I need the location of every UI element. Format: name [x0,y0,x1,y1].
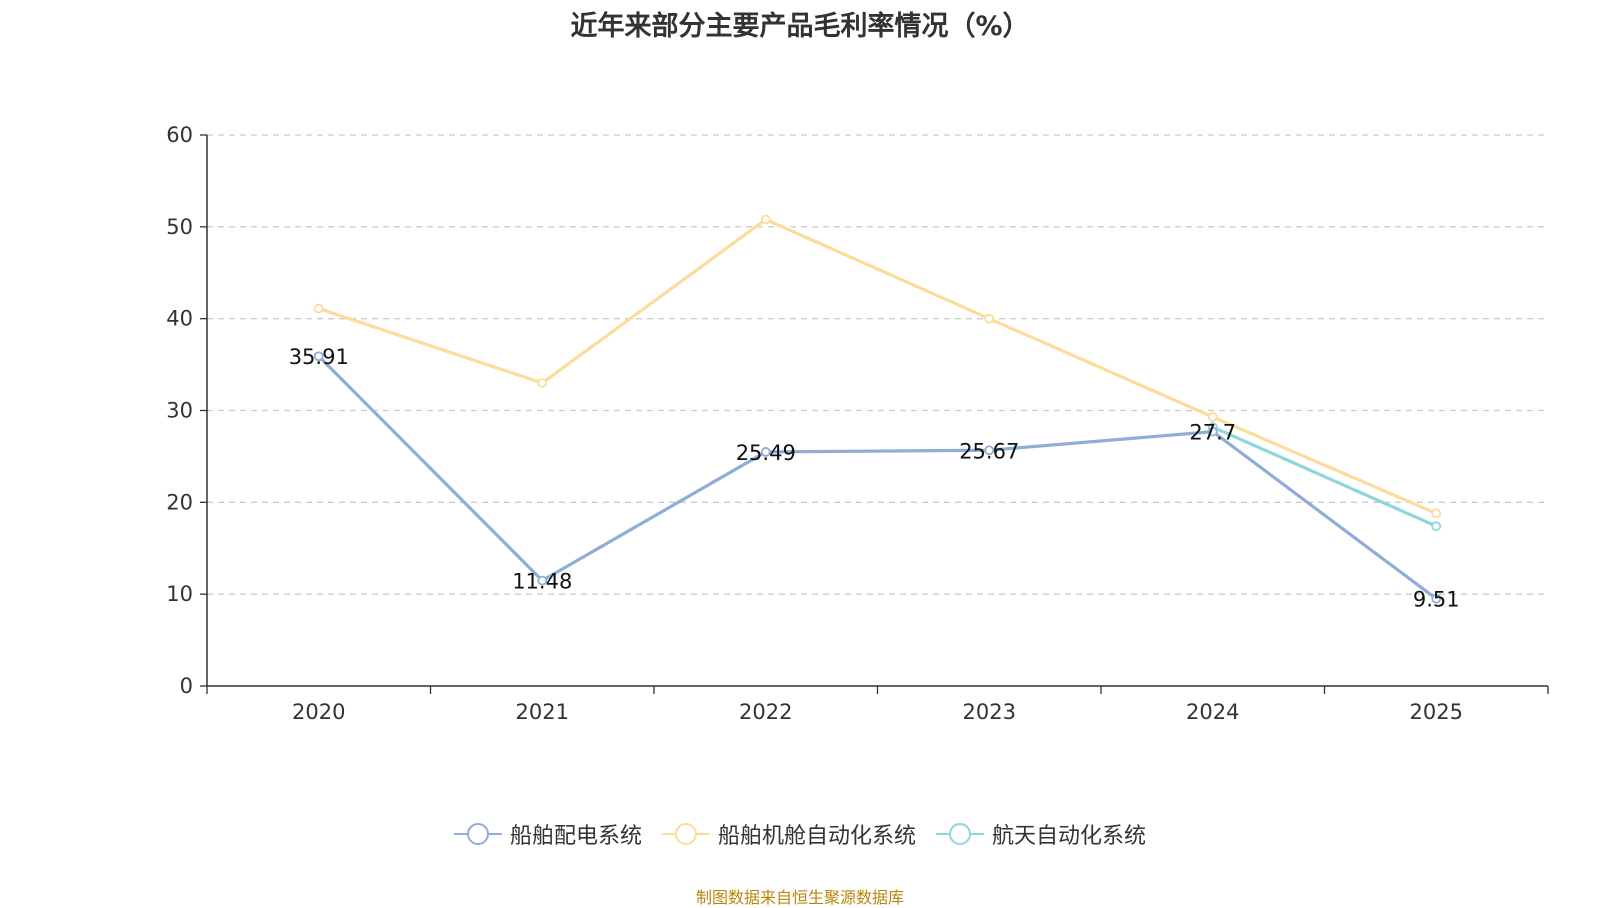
line-chart: 0 10 20 30 40 50 60 2020 2021 2022 2023 2024 2025 35… [166,123,1549,724]
data-label: 11.48 [512,570,572,594]
y-tick-label: 40 [166,307,193,331]
x-tick-label: 2024 [1186,700,1239,724]
data-label: 9.51 [1413,588,1460,612]
chart-title: 近年来部分主要产品毛利率情况（%） [570,11,1030,42]
legend-label: 船舶机舱自动化系统 [717,824,916,849]
y-tick-label: 0 [180,674,193,698]
source-note: 制图数据来自恒生聚源数据库 [695,888,904,907]
legend-marker-icon [936,822,984,846]
data-point [537,378,548,388]
data-point [1207,412,1218,422]
y-tick-label: 30 [166,399,193,423]
y-tick-label: 20 [166,490,193,514]
data-point [760,447,771,457]
data-point [984,445,995,456]
data-point [760,214,771,225]
data-label: 25.67 [959,439,1019,463]
data-point [313,303,324,314]
series-line [318,217,1437,515]
data-point [1431,508,1442,519]
y-tick-label: 50 [166,215,193,239]
y-tick-label: 60 [166,123,193,147]
series-lines [313,214,1442,604]
legend: 船舶配电系统 船舶机舱自动化系统 航天自动化系统 [0,818,1600,850]
x-tick-label: 2022 [739,700,792,724]
data-point [313,351,324,362]
axes: 0 10 20 30 40 50 60 2020 2021 2022 2023 2024 2025 [166,123,1549,724]
legend-label: 航天自动化系统 [992,824,1147,849]
series-line [317,355,1438,600]
data-labels: 35.91 11.48 25.49 25.67 27.7 9.51 [289,345,1460,611]
legend-item-series-3[interactable]: 航天自动化系统 [936,818,1146,850]
x-tick-label: 2025 [1410,700,1463,724]
x-tick-label: 2020 [292,700,345,724]
x-tick-label: 2023 [963,700,1016,724]
data-point [1431,521,1442,532]
data-label: 25.49 [736,441,796,465]
x-tick-label: 2021 [516,700,569,724]
data-label: 35.91 [289,345,349,369]
data-label: 27.7 [1189,421,1236,445]
legend-marker-icon [661,822,710,846]
data-point [1431,593,1442,604]
data-point [984,313,995,324]
data-point [1207,426,1218,437]
data-point [537,575,548,586]
legend-marker-icon [453,822,502,846]
legend-label: 船舶配电系统 [509,824,642,849]
legend-item-series-1[interactable]: 船舶配电系统 [453,818,642,850]
y-tick-label: 10 [166,582,193,606]
legend-item-series-2[interactable]: 船舶机舱自动化系统 [661,818,916,850]
series-line [1212,425,1437,528]
grid-lines [207,134,1548,595]
